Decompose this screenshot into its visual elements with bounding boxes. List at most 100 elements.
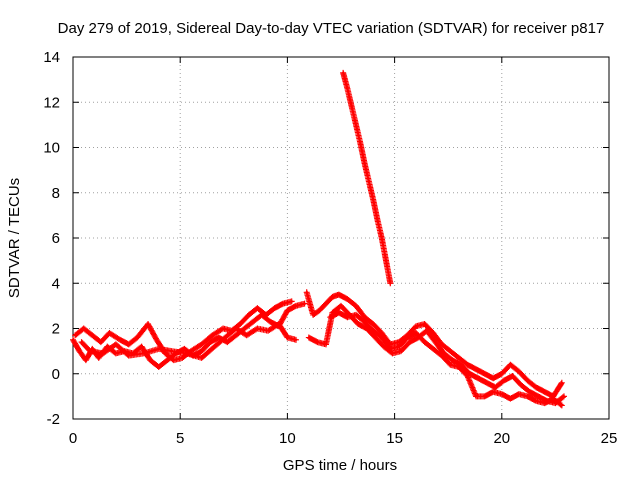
data-point <box>509 397 512 400</box>
x-tick-label: 15 <box>386 430 403 447</box>
data-point <box>200 356 203 360</box>
data-point <box>286 336 289 339</box>
data-point <box>146 322 150 326</box>
data-point <box>502 379 506 382</box>
y-tick-label: 4 <box>52 275 60 292</box>
data-point <box>213 345 216 348</box>
data-point <box>483 372 486 375</box>
data-point <box>341 71 345 75</box>
data-point <box>560 404 564 407</box>
data-point <box>359 141 362 145</box>
data-point <box>183 347 186 351</box>
data-point <box>185 352 188 355</box>
data-point <box>560 381 564 384</box>
data-point <box>354 123 358 127</box>
data-point <box>290 300 293 303</box>
data-point <box>519 383 523 387</box>
data-point <box>425 329 428 332</box>
data-point <box>88 349 92 353</box>
data-point <box>346 87 349 90</box>
data-point <box>440 343 443 346</box>
data-point <box>457 365 461 369</box>
data-point <box>337 293 341 296</box>
y-tick-label: 12 <box>43 94 60 111</box>
data-point <box>406 336 409 339</box>
data-point <box>148 358 152 362</box>
data-point <box>466 374 469 378</box>
data-point <box>376 218 379 222</box>
data-point <box>466 363 469 366</box>
data-point <box>483 395 486 398</box>
x-tick-label: 25 <box>601 430 618 447</box>
data-point <box>500 392 503 396</box>
data-point <box>245 334 248 337</box>
data-point <box>142 352 145 355</box>
data-point <box>136 336 139 339</box>
y-tick-label: 14 <box>43 49 60 66</box>
data-point <box>329 315 332 319</box>
data-point <box>114 343 118 346</box>
data-point <box>408 340 411 344</box>
data-point <box>374 336 377 339</box>
data-point <box>346 315 349 319</box>
data-point <box>243 327 246 330</box>
data-point <box>562 395 566 398</box>
data-point <box>305 291 308 294</box>
data-point <box>234 334 238 337</box>
data-point <box>73 334 77 337</box>
data-point <box>389 282 392 285</box>
data-point <box>316 340 319 344</box>
data-point <box>380 331 383 335</box>
y-tick-label: 10 <box>43 140 60 157</box>
data-point <box>434 340 437 344</box>
data-point <box>346 297 349 301</box>
data-point <box>303 302 306 305</box>
data-point <box>423 340 426 344</box>
chart-title: Day 279 of 2019, Sidereal Day-to-day VTE… <box>58 20 605 37</box>
data-point <box>331 295 334 299</box>
data-point <box>78 349 81 353</box>
data-point <box>517 392 521 396</box>
data-point <box>234 327 238 330</box>
data-point <box>269 320 272 323</box>
data-point <box>294 304 298 308</box>
data-point <box>339 304 343 308</box>
data-point <box>140 345 143 348</box>
data-point <box>189 349 193 353</box>
data-point <box>251 320 255 323</box>
y-tick-label: 6 <box>52 230 60 247</box>
data-point <box>511 374 514 378</box>
y-tick-label: 8 <box>52 185 60 202</box>
data-point <box>166 358 169 362</box>
data-point <box>71 338 75 342</box>
data-point <box>474 368 478 371</box>
data-point <box>449 363 452 366</box>
series-arc-3 <box>78 320 299 361</box>
data-point <box>324 343 328 346</box>
data-point <box>431 347 435 351</box>
x-tick-label: 20 <box>493 430 510 447</box>
data-point <box>552 397 555 400</box>
data-point <box>414 325 418 328</box>
data-point <box>256 327 259 330</box>
data-point <box>200 349 203 353</box>
data-point <box>337 311 341 314</box>
x-axis-label: GPS time / hours <box>283 457 397 474</box>
x-tick-label: 5 <box>176 430 184 447</box>
data-point <box>118 338 122 342</box>
data-point <box>224 336 227 339</box>
data-point <box>211 334 214 337</box>
data-point <box>423 322 426 326</box>
data-point <box>457 356 461 360</box>
data-point <box>84 358 88 362</box>
data-point <box>371 322 375 326</box>
data-point <box>414 331 418 335</box>
data-point <box>324 302 328 305</box>
data-point <box>307 336 311 339</box>
data-point <box>157 365 160 369</box>
data-point <box>367 180 371 183</box>
data-point <box>384 259 388 262</box>
data-point <box>127 354 130 357</box>
